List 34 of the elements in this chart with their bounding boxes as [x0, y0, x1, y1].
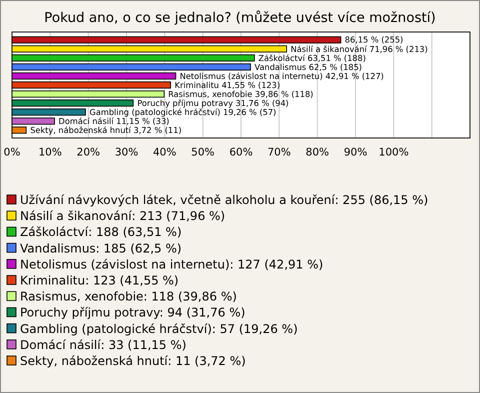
data-label: Poruchy příjmu potravy 31,76 % (94) [137, 98, 289, 108]
data-label: 86,15 % (255) [344, 34, 404, 45]
chart-title: Pokud ano, o co se jednalo? (můžete uvést více možností) [44, 10, 436, 26]
legend-label: Gambling (patologické hráčství): 57 (19,26 %) [20, 322, 298, 336]
legend-label: Násilí a šikanování: 213 (71,96 %) [20, 209, 226, 224]
data-label: Sekty, náboženská hnutí 3,72 % (11) [30, 125, 182, 136]
data-label: Domácí násilí 11,15 % (33) [58, 116, 170, 126]
x-tick-label: 20% [76, 146, 100, 158]
legend-label: Sekty, náboženská hnutí: 11 (3,72 %) [20, 354, 246, 368]
data-label: Gambling (patologické hráčství) 19,26 % (57) [90, 106, 276, 117]
data-label: Netolismus (závislost na internetu) 42,91 % (127) [180, 70, 384, 81]
x-tick-label: 30% [114, 146, 138, 158]
legend-label: Užívání návykových látek, včetně alkoholu a kouření: 255 (86,15 %) [20, 193, 428, 207]
x-tick-label: 90% [344, 146, 368, 158]
x-tick-label: 60% [229, 146, 253, 158]
x-tick-label: 50% [191, 146, 215, 158]
legend-label: Domácí násilí: 33 (11,15 %) [20, 338, 186, 352]
data-label: Násilí a šikanování 71,96 % (213) [290, 44, 428, 54]
legend-label: Kriminalitu: 123 (41,55 %) [20, 274, 179, 288]
data-label: Vandalismus 62,5 % (185) [254, 62, 362, 72]
data-label: Rasismus, xenofobie 39,86 % (118) [168, 88, 314, 99]
x-tick-label: 70% [267, 146, 291, 158]
legend-label: Poruchy příjmu potravy: 94 (31,76 %) [20, 306, 246, 320]
legend-label: Rasismus, xenofobie: 118 (39,86 %) [20, 290, 237, 304]
x-tick-label: 40% [152, 146, 176, 158]
data-label: Záškoláctví 63,51 % (188) [258, 52, 366, 63]
data-label: Kriminalitu 41,55 % (123) [174, 80, 280, 90]
legend-label: Záškoláctví: 188 (63,51 %) [20, 225, 182, 240]
x-tick-label: 80% [306, 146, 330, 158]
x-tick-label: 0% [4, 146, 20, 158]
legend-label: Netolismus (závislost na internetu): 127 (42,91 %) [20, 257, 324, 272]
x-tick-label: 100% [378, 146, 409, 158]
x-tick-label: 10% [38, 146, 62, 158]
legend-label: Vandalismus: 185 (62,5 %) [20, 241, 182, 256]
